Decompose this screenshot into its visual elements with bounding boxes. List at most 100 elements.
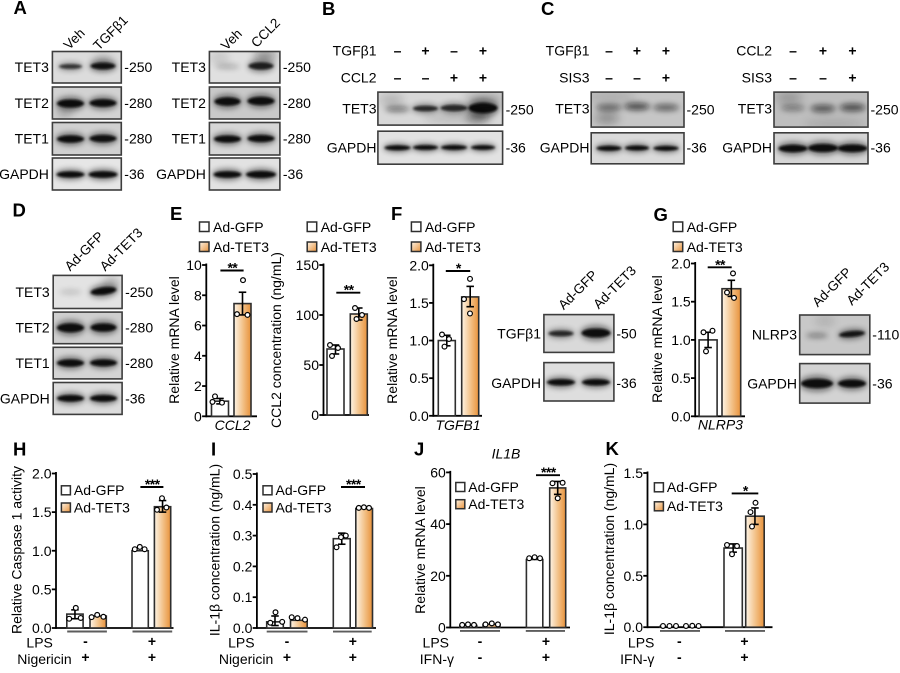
svg-text:Relative mRNA level: Relative mRNA level (649, 275, 665, 403)
svg-text:-280: -280 (283, 95, 311, 111)
svg-text:+: + (740, 649, 748, 665)
svg-text:–: – (789, 70, 797, 86)
svg-text:K: K (606, 438, 620, 459)
svg-text:+: + (542, 649, 550, 665)
svg-text:0.5: 0.5 (233, 466, 253, 482)
svg-text:60: 60 (430, 464, 446, 480)
svg-text:10: 10 (186, 257, 202, 273)
svg-text:J: J (414, 439, 424, 460)
svg-text:TET1: TET1 (172, 131, 206, 147)
svg-text:TET1: TET1 (15, 131, 49, 147)
svg-text:-: - (677, 649, 682, 665)
svg-text:2.0: 2.0 (32, 466, 52, 482)
svg-text:**: ** (344, 282, 355, 298)
svg-text:***: *** (346, 476, 362, 492)
svg-text:Ad-TET3: Ad-TET3 (321, 239, 377, 255)
svg-text:-250: -250 (283, 59, 311, 75)
svg-text:–: – (633, 70, 641, 86)
svg-text:TET1: TET1 (15, 355, 49, 371)
svg-text:**: ** (715, 256, 726, 272)
svg-text:0.0: 0.0 (409, 408, 429, 424)
svg-text:–: – (605, 43, 613, 59)
svg-text:Ad-GFP: Ad-GFP (213, 219, 264, 235)
svg-text:IL1B: IL1B (492, 446, 521, 462)
svg-text:+: + (283, 649, 291, 665)
svg-text:C: C (541, 0, 554, 19)
svg-text:E: E (170, 203, 182, 224)
svg-text:TET3: TET3 (172, 59, 206, 75)
svg-text:+: + (349, 649, 357, 665)
svg-text:Ad-TET3: Ad-TET3 (468, 496, 524, 512)
svg-text:Relative mRNA level: Relative mRNA level (412, 486, 428, 614)
svg-text:Ad-TET3: Ad-TET3 (667, 498, 723, 514)
svg-text:–: – (394, 43, 402, 59)
svg-text:-36: -36 (506, 140, 526, 156)
svg-text:Relative mRNA level: Relative mRNA level (166, 276, 182, 404)
svg-text:0.5: 0.5 (32, 581, 52, 597)
svg-text:+: + (479, 43, 487, 59)
svg-text:TET3: TET3 (342, 101, 376, 117)
svg-text:-: - (285, 633, 290, 649)
svg-text:GAPDH: GAPDH (722, 140, 772, 156)
svg-text:+: + (148, 633, 156, 649)
svg-text:–: – (789, 43, 797, 59)
svg-text:1.5: 1.5 (671, 294, 691, 310)
svg-text:+: + (662, 43, 670, 59)
svg-text:2.0: 2.0 (409, 257, 429, 273)
svg-text:Ad-GFP: Ad-GFP (687, 219, 738, 235)
svg-text:F: F (391, 203, 402, 224)
svg-text:A: A (14, 0, 27, 18)
svg-text:–: – (422, 70, 430, 86)
svg-text:+: + (148, 649, 156, 665)
svg-text:Nigericin: Nigericin (219, 651, 273, 667)
svg-text:D: D (13, 200, 26, 221)
svg-text:TGFβ1: TGFβ1 (497, 325, 541, 341)
svg-text:IL-1β concentration (ng/mL): IL-1β concentration (ng/mL) (207, 464, 223, 636)
svg-text:GAPDH: GAPDH (0, 166, 49, 182)
svg-text:Ad-GFP: Ad-GFP (667, 479, 718, 495)
svg-text:0: 0 (438, 620, 446, 636)
svg-text:-280: -280 (125, 355, 153, 371)
svg-text:-36: -36 (871, 140, 891, 156)
svg-text:0.0: 0.0 (624, 619, 644, 635)
svg-text:-: - (478, 633, 483, 649)
svg-text:I: I (211, 439, 216, 460)
svg-text:SIS3: SIS3 (742, 70, 773, 86)
svg-text:+: + (848, 43, 856, 59)
svg-text:***: *** (145, 476, 161, 492)
svg-text:Ad-GFP: Ad-GFP (276, 482, 327, 498)
svg-text:0.3: 0.3 (233, 528, 253, 544)
svg-text:–: – (394, 70, 402, 86)
svg-text:40: 40 (430, 516, 446, 532)
svg-text:GAPDH: GAPDH (747, 375, 797, 391)
svg-text:4: 4 (194, 348, 202, 364)
svg-text:+: + (819, 43, 827, 59)
svg-text:Ad-TET3: Ad-TET3 (425, 239, 481, 255)
svg-text:Ad-GFP: Ad-GFP (425, 219, 476, 235)
svg-text:6: 6 (194, 318, 202, 334)
svg-text:-50: -50 (616, 325, 636, 341)
svg-text:+: + (662, 70, 670, 86)
svg-text:TGFβ1: TGFβ1 (333, 43, 377, 59)
svg-text:-280: -280 (124, 131, 152, 147)
svg-text:–: – (819, 70, 827, 86)
svg-text:-250: -250 (687, 102, 715, 118)
svg-text:G: G (654, 204, 668, 225)
svg-text:Nigericin: Nigericin (17, 651, 71, 667)
svg-text:GAPDH: GAPDH (327, 140, 377, 156)
svg-text:1.0: 1.0 (32, 543, 52, 559)
svg-text:+: + (450, 70, 458, 86)
svg-text:1.0: 1.0 (409, 333, 429, 349)
svg-text:B: B (322, 0, 335, 19)
svg-text:0: 0 (194, 408, 202, 424)
svg-text:-250: -250 (506, 102, 534, 118)
svg-text:-36: -36 (125, 390, 145, 406)
svg-text:LPS: LPS (26, 635, 52, 651)
svg-text:-250: -250 (125, 284, 153, 300)
svg-text:-36: -36 (283, 166, 303, 182)
svg-text:-110: -110 (872, 327, 899, 343)
svg-text:Ad-GFP: Ad-GFP (321, 219, 372, 235)
svg-text:-280: -280 (124, 95, 152, 111)
svg-text:0.1: 0.1 (233, 589, 253, 605)
svg-text:NLRP3: NLRP3 (698, 417, 743, 433)
